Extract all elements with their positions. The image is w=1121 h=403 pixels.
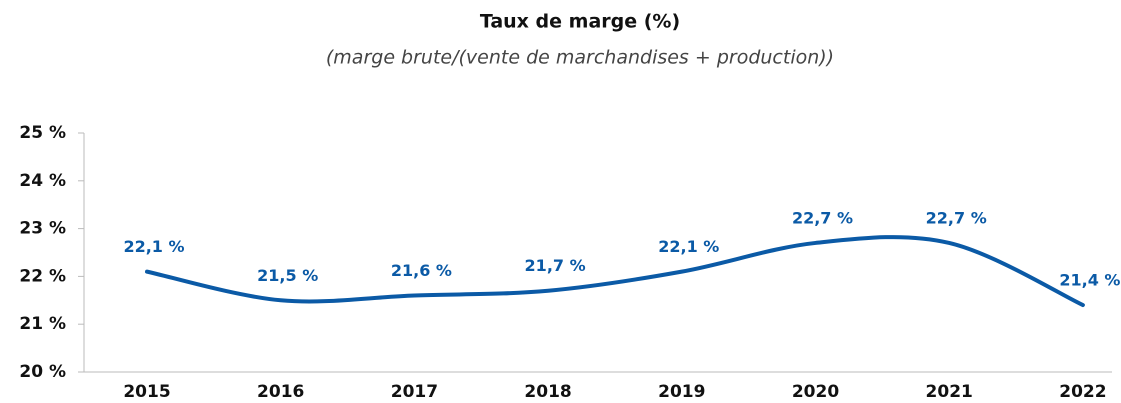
data-label: 21,6 % xyxy=(391,261,452,280)
x-tick-label: 2020 xyxy=(792,382,839,402)
data-label: 21,7 % xyxy=(525,256,586,275)
data-label: 22,1 % xyxy=(658,237,719,256)
data-label: 22,1 % xyxy=(123,237,184,256)
x-tick-label: 2016 xyxy=(257,382,304,402)
x-tick-label: 2021 xyxy=(926,382,973,402)
data-label: 22,7 % xyxy=(926,208,987,227)
x-tick-label: 2018 xyxy=(524,382,571,402)
line xyxy=(145,235,1085,308)
x-tick-label: 2019 xyxy=(658,382,705,402)
y-tick-label: 23 % xyxy=(19,219,66,239)
chart-title: Taux de marge (%) xyxy=(480,11,680,33)
x-tick-label: 2017 xyxy=(391,382,438,402)
y-tick-label: 24 % xyxy=(19,171,66,191)
chart-subtitle: (marge brute/(vente de marchandises + pr… xyxy=(326,47,834,69)
y-tick-label: 22 % xyxy=(19,266,66,286)
x-tick-label: 2022 xyxy=(1059,382,1106,402)
data-label: 22,7 % xyxy=(792,208,853,227)
y-tick-label: 25 % xyxy=(19,123,66,143)
y-tick-label: 20 % xyxy=(19,362,66,382)
data-label: 21,5 % xyxy=(257,266,318,285)
y-tick-label: 21 % xyxy=(19,314,66,334)
x-tick-label: 2015 xyxy=(123,382,170,402)
data-label: 21,4 % xyxy=(1059,271,1120,290)
